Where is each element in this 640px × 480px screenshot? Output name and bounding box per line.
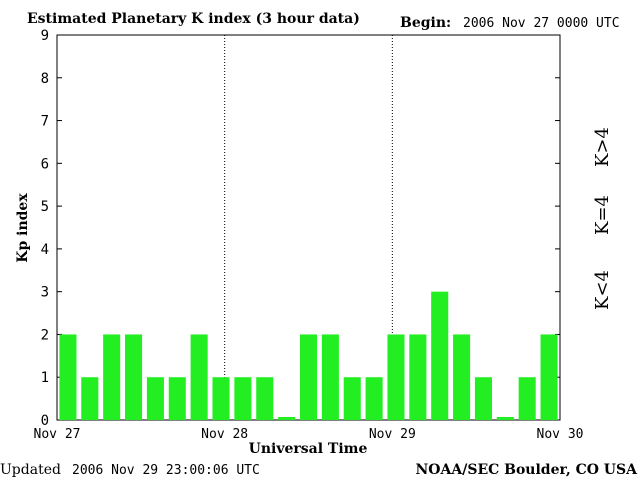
- y-tick-label: 5: [41, 199, 49, 215]
- begin-label: Begin:: [400, 15, 451, 31]
- legend-item-below-4: K<4: [592, 270, 613, 310]
- kp-bar: [496, 417, 514, 420]
- kp-bar: [125, 334, 143, 420]
- kp-bar: [365, 377, 383, 420]
- y-tick-label: 4: [41, 242, 49, 258]
- legend-item-above-4: K>4: [592, 127, 613, 167]
- kp-bar: [321, 334, 339, 420]
- kp-bar: [59, 334, 77, 420]
- kp-bar: [81, 377, 99, 420]
- y-tick-label: 0: [41, 413, 49, 429]
- y-tick-label: 9: [41, 28, 49, 44]
- kp-bar: [518, 377, 536, 420]
- x-tick-label: Nov 28: [201, 427, 248, 442]
- x-tick-label: Nov 27: [34, 427, 81, 442]
- y-tick-label: 6: [41, 156, 49, 172]
- y-tick-label: 3: [41, 285, 49, 301]
- kp-bar: [278, 417, 296, 420]
- kp-bar: [540, 334, 558, 420]
- kp-bar: [387, 334, 405, 420]
- kp-bar: [343, 377, 361, 420]
- kp-bar: [431, 291, 449, 420]
- x-tick-label: Nov 29: [369, 427, 416, 442]
- kp-bar: [453, 334, 471, 420]
- y-axis-label: Kp index: [15, 193, 31, 263]
- source-credit: NOAA/SEC Boulder, CO USA: [416, 462, 639, 478]
- x-axis-label: Universal Time: [249, 441, 368, 457]
- begin-value: 2006 Nov 27 0000 UTC: [463, 16, 620, 31]
- y-tick-label: 1: [41, 370, 49, 386]
- kp-bar: [212, 377, 230, 420]
- x-tick-label: Nov 30: [537, 427, 584, 442]
- kp-bar: [474, 377, 492, 420]
- kp-bar: [146, 377, 164, 420]
- kp-bar: [168, 377, 186, 420]
- kp-bar: [299, 334, 318, 420]
- chart-title: Estimated Planetary K index (3 hour data…: [27, 11, 360, 27]
- kp-bar: [256, 377, 274, 420]
- kp-bar: [103, 334, 121, 420]
- updated-value: 2006 Nov 29 23:00:06 UTC: [72, 463, 260, 478]
- updated-label: Updated: [0, 462, 61, 478]
- y-tick-label: 7: [41, 114, 49, 130]
- kp-bar: [190, 334, 208, 420]
- y-tick-label: 2: [41, 327, 49, 343]
- y-tick-label: 8: [41, 71, 49, 87]
- kp-bar: [234, 377, 252, 420]
- legend-item-equal-4: K=4: [592, 195, 613, 235]
- kp-bar: [409, 334, 427, 420]
